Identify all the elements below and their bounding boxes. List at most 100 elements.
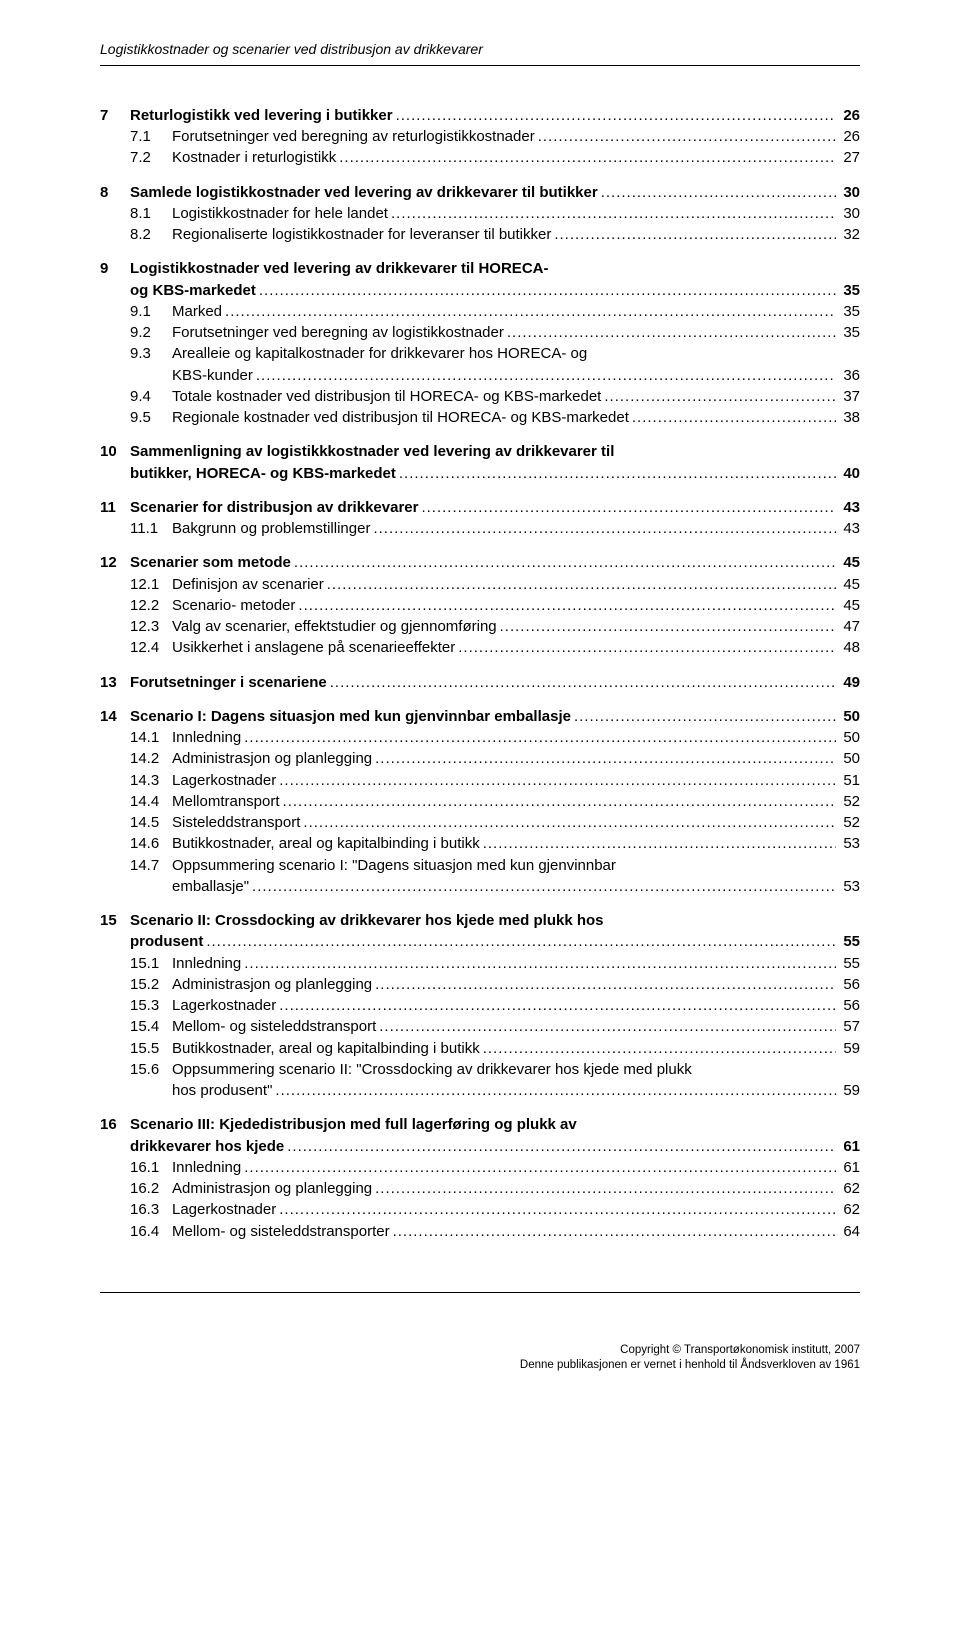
toc-page: 32 — [836, 225, 860, 245]
toc-row: hos produsent"59 — [100, 1081, 860, 1101]
toc-page: 57 — [836, 1017, 860, 1037]
toc-page: 45 — [836, 553, 860, 573]
toc-label: Sisteleddstransport — [172, 813, 300, 833]
toc-row: butikker, HORECA- og KBS-markedet40 — [100, 464, 860, 484]
toc-label: Bakgrunn og problemstillinger — [172, 519, 370, 539]
toc-page: 56 — [836, 996, 860, 1016]
toc-number: 14.4 — [100, 792, 172, 812]
toc-label: Totale kostnader ved distribusjon til HO… — [172, 387, 601, 407]
toc-leader — [280, 792, 836, 812]
toc-leader — [241, 728, 836, 748]
toc-label: Scenario II: Crossdocking av drikkevarer… — [130, 911, 604, 931]
toc-page: 47 — [836, 617, 860, 637]
toc-row: 8.2Regionaliserte logistikkostnader for … — [100, 225, 860, 245]
toc-number: 7.1 — [100, 127, 172, 147]
toc-page: 50 — [836, 749, 860, 769]
toc-leader — [249, 877, 836, 897]
toc-label: Lagerkostnader — [172, 771, 276, 791]
toc-page: 64 — [836, 1222, 860, 1242]
toc-row: 11.1Bakgrunn og problemstillinger43 — [100, 519, 860, 539]
toc-row: 14.4Mellomtransport52 — [100, 792, 860, 812]
toc-leader — [598, 183, 836, 203]
toc-page: 49 — [836, 673, 860, 693]
toc-leader — [291, 553, 836, 573]
toc-row: 9.1Marked35 — [100, 302, 860, 322]
running-header: Logistikkostnader og scenarier ved distr… — [100, 40, 860, 59]
toc-leader — [222, 302, 836, 322]
toc-number: 12 — [100, 553, 130, 573]
toc-row: drikkevarer hos kjede61 — [100, 1137, 860, 1157]
toc-row: 9.4Totale kostnader ved distribusjon til… — [100, 387, 860, 407]
footer-copyright: Copyright © Transportøkonomisk institutt… — [100, 1343, 860, 1358]
toc-leader — [480, 834, 836, 854]
toc-page: 62 — [836, 1200, 860, 1220]
toc-label: Administrasjon og planlegging — [172, 749, 372, 769]
toc-leader — [256, 281, 836, 301]
toc-number: 9.4 — [100, 387, 172, 407]
toc-label: Butikkostnader, areal og kapitalbinding … — [172, 834, 480, 854]
toc-number: 7 — [100, 106, 130, 126]
toc-number: 9.1 — [100, 302, 172, 322]
toc-label: Logistikkostnader ved levering av drikke… — [130, 259, 548, 279]
toc-leader — [372, 975, 836, 995]
toc-page: 59 — [836, 1039, 860, 1059]
toc-leader — [390, 1222, 836, 1242]
toc-number: 12.2 — [100, 596, 172, 616]
toc-page: 53 — [836, 834, 860, 854]
toc-page: 51 — [836, 771, 860, 791]
toc-leader — [571, 707, 836, 727]
toc-page: 26 — [836, 127, 860, 147]
toc-label: Kostnader i returlogistikk — [172, 148, 336, 168]
toc-leader — [393, 106, 836, 126]
toc-number: 14.7 — [100, 856, 172, 876]
toc-page: 30 — [836, 183, 860, 203]
toc-number: 15.4 — [100, 1017, 172, 1037]
toc-leader — [253, 366, 836, 386]
toc-page: 50 — [836, 728, 860, 748]
toc-row: produsent55 — [100, 932, 860, 952]
toc-page: 30 — [836, 204, 860, 224]
toc-number: 11.1 — [100, 519, 172, 539]
toc-row: 14.1Innledning50 — [100, 728, 860, 748]
toc-number: 16 — [100, 1115, 130, 1135]
toc-label: Valg av scenarier, effektstudier og gjen… — [172, 617, 497, 637]
toc-row: 15.5Butikkostnader, areal og kapitalbind… — [100, 1039, 860, 1059]
toc-leader — [372, 749, 836, 769]
toc-label: Forutsetninger i scenariene — [130, 673, 327, 693]
toc-row: 12.1Definisjon av scenarier45 — [100, 575, 860, 595]
toc-page: 59 — [836, 1081, 860, 1101]
toc-page: 52 — [836, 813, 860, 833]
toc-number: 8.2 — [100, 225, 172, 245]
footer-rights: Denne publikasjonen er vernet i henhold … — [100, 1358, 860, 1373]
toc-number: 16.3 — [100, 1200, 172, 1220]
toc-label: Mellom- og sisteleddstransport — [172, 1017, 376, 1037]
toc-label: Usikkerhet i anslagene på scenarieeffekt… — [172, 638, 455, 658]
toc-number: 14.1 — [100, 728, 172, 748]
toc-label: og KBS-markedet — [130, 281, 256, 301]
toc-label: emballasje" — [172, 877, 249, 897]
toc-leader — [629, 408, 836, 428]
toc-number: 12.1 — [100, 575, 172, 595]
toc-label: Regionaliserte logistikkostnader for lev… — [172, 225, 551, 245]
toc-page: 26 — [836, 106, 860, 126]
toc-number: 12.3 — [100, 617, 172, 637]
toc-number: 15 — [100, 911, 130, 931]
toc-row: 12Scenarier som metode45 — [100, 553, 860, 573]
toc-leader — [372, 1179, 836, 1199]
toc-leader — [376, 1017, 836, 1037]
toc-row: 15.2Administrasjon og planlegging56 — [100, 975, 860, 995]
toc-row: 14.7Oppsummering scenario I: "Dagens sit… — [100, 856, 860, 876]
toc-leader — [300, 813, 836, 833]
toc-number: 13 — [100, 673, 130, 693]
toc-page: 55 — [836, 954, 860, 974]
toc-page: 62 — [836, 1179, 860, 1199]
toc-label: Lagerkostnader — [172, 996, 276, 1016]
toc-label: Scenario I: Dagens situasjon med kun gje… — [130, 707, 571, 727]
toc-page: 45 — [836, 575, 860, 595]
toc-label: Forutsetninger ved beregning av returlog… — [172, 127, 535, 147]
toc-page: 48 — [836, 638, 860, 658]
toc-row: 14Scenario I: Dagens situasjon med kun g… — [100, 707, 860, 727]
toc-leader — [336, 148, 836, 168]
table-of-contents: 7Returlogistikk ved levering i butikker2… — [100, 106, 860, 1242]
toc-row: 7.1Forutsetninger ved beregning av retur… — [100, 127, 860, 147]
